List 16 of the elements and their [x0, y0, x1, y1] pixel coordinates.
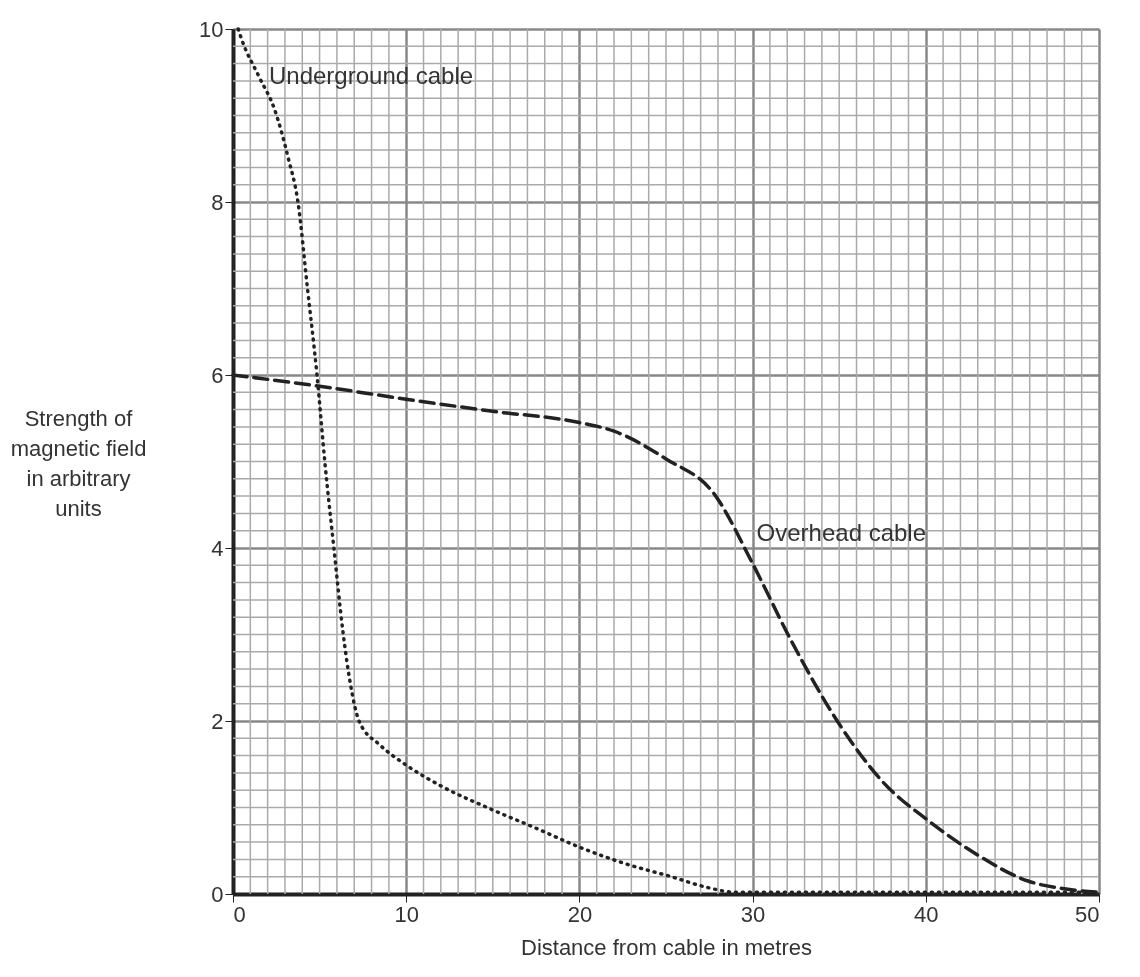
y-axis-title: Strength of magnetic field in arbitrary units: [10, 405, 147, 521]
x-tick-label: 50: [1075, 901, 1100, 927]
x-tick-label: 0: [233, 901, 246, 927]
x-tick-label: 10: [394, 901, 419, 927]
y-tick-label: 8: [211, 189, 224, 215]
x-tick-label: 20: [567, 901, 593, 927]
x-axis-title: Distance from cable in metres: [521, 934, 812, 960]
y-tick-label: 10: [199, 16, 224, 42]
series-label: Overhead cable: [756, 518, 927, 546]
y-tick-label: 6: [211, 362, 224, 388]
series-label: Underground cable: [268, 61, 474, 89]
y-tick-label: 2: [211, 708, 224, 734]
x-tick-label: 40: [914, 901, 939, 927]
y-tick-label: 4: [211, 535, 224, 561]
y-tick-label: 0: [211, 881, 224, 907]
x-tick-label: 30: [740, 901, 766, 927]
